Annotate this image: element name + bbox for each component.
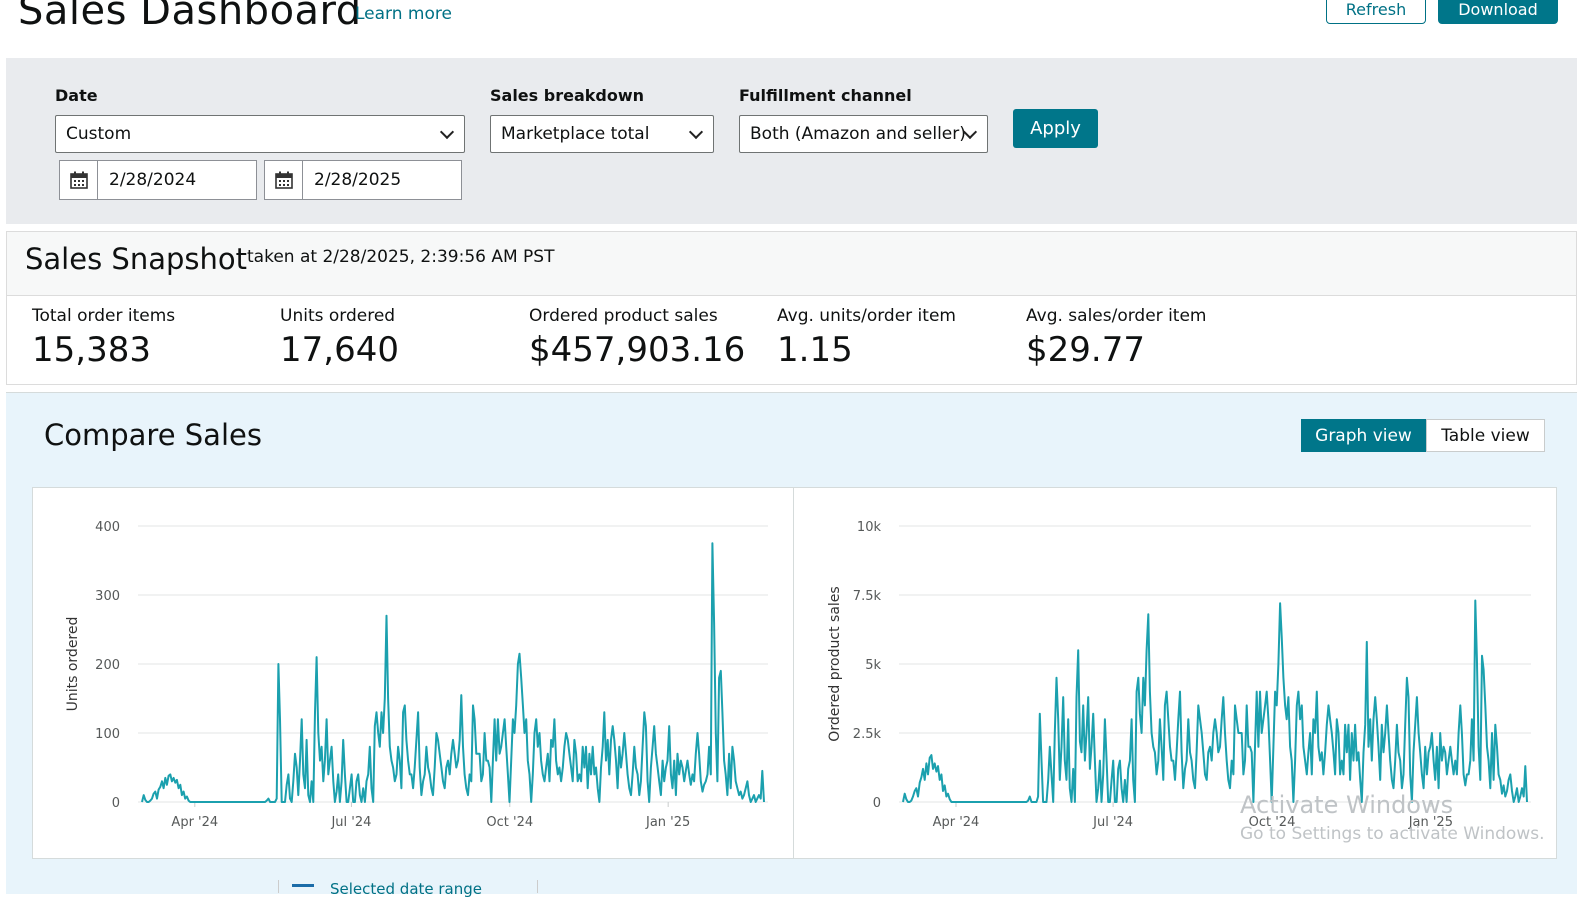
y-tick-label: 2.5k	[853, 727, 882, 742]
learn-more-link[interactable]: Learn more	[355, 4, 452, 24]
sales-breakdown-label: Sales breakdown	[490, 86, 644, 105]
metric-value: 1.15	[777, 330, 853, 370]
table-view-button[interactable]: Table view	[1426, 419, 1545, 452]
page-title: Sales Dashboard	[18, 0, 362, 34]
series-line	[902, 599, 1528, 803]
x-tick-label: Oct '24	[486, 815, 533, 830]
chevron-down-icon	[688, 124, 704, 140]
metric-label: Avg. sales/order item	[1026, 306, 1207, 326]
snapshot-title: Sales Snapshot	[25, 242, 247, 276]
ordered-product-sales-chart: 0 2.5k 5k 7.5k 10k Apr '24 Jul '24 Oct '24 Jan '…	[827, 520, 1531, 830]
fulfillment-channel-label: Fulfillment channel	[739, 86, 912, 105]
refresh-button[interactable]: Refresh	[1326, 0, 1426, 24]
x-tick-label: Apr '24	[933, 815, 980, 830]
start-date-field[interactable]: 2/28/2024	[59, 160, 257, 200]
date-select-value: Custom	[66, 124, 132, 144]
snapshot-timestamp: taken at 2/28/2025, 2:39:56 AM PST	[247, 247, 555, 267]
chevron-down-icon	[439, 124, 455, 140]
metric-label: Avg. units/order item	[777, 306, 956, 326]
snapshot-metrics	[6, 296, 1577, 385]
divider	[278, 880, 279, 893]
graph-view-button[interactable]: Graph view	[1301, 419, 1426, 452]
activate-windows-watermark: Activate Windows	[1240, 791, 1454, 819]
snapshot-header	[6, 231, 1577, 296]
series-line	[141, 542, 765, 803]
metric-value: 17,640	[280, 330, 399, 370]
legend-swatch	[292, 884, 314, 887]
divider	[537, 880, 538, 893]
units-ordered-chart: 0 100 200 300 400 Apr '24 Jul '24 Oct '24 Jan '2…	[65, 520, 768, 830]
y-tick-label: 0	[873, 796, 881, 811]
y-tick-label: 7.5k	[853, 589, 882, 604]
calendar-icon[interactable]	[60, 161, 98, 199]
y-tick-label: 300	[95, 589, 120, 604]
y-tick-label: 200	[95, 658, 120, 673]
calendar-icon[interactable]	[265, 161, 303, 199]
chart-divider	[793, 488, 794, 858]
metric-value: 15,383	[32, 330, 151, 370]
apply-button[interactable]: Apply	[1013, 109, 1098, 148]
x-tick-label: Oct '24	[1249, 815, 1296, 830]
activate-windows-hint: Go to Settings to activate Windows.	[1240, 824, 1545, 844]
y-axis-label: Ordered product sales	[827, 586, 843, 741]
start-date-value: 2/28/2024	[109, 170, 197, 190]
y-tick-label: 400	[95, 520, 120, 535]
metric-label: Units ordered	[280, 306, 396, 326]
sales-breakdown-value: Marketplace total	[501, 124, 650, 144]
sales-breakdown-select[interactable]: Marketplace total	[490, 115, 714, 153]
fulfillment-channel-value: Both (Amazon and seller)	[750, 124, 966, 144]
compare-sales-title: Compare Sales	[44, 418, 262, 452]
metric-label: Total order items	[32, 306, 176, 326]
date-label: Date	[55, 86, 98, 105]
fulfillment-channel-select[interactable]: Both (Amazon and seller)	[739, 115, 988, 153]
metric-value: $29.77	[1026, 330, 1145, 370]
legend-selected-date-range[interactable]: Selected date range	[330, 880, 482, 898]
x-tick-label: Jan '25	[1408, 815, 1453, 830]
x-tick-label: Jul '24	[330, 815, 371, 830]
y-tick-label: 5k	[865, 658, 881, 673]
end-date-value: 2/28/2025	[314, 170, 402, 190]
y-tick-label: 10k	[857, 520, 882, 535]
y-axis-label: Units ordered	[65, 617, 81, 712]
end-date-field[interactable]: 2/28/2025	[264, 160, 462, 200]
y-tick-label: 0	[112, 796, 120, 811]
x-tick-label: Apr '24	[171, 815, 218, 830]
metric-label: Ordered product sales	[529, 306, 718, 326]
date-select[interactable]: Custom	[55, 115, 465, 153]
x-tick-label: Jul '24	[1092, 815, 1133, 830]
download-button[interactable]: Download	[1438, 0, 1558, 24]
x-tick-label: Jan '25	[645, 815, 690, 830]
metric-value: $457,903.16	[529, 330, 746, 370]
y-tick-label: 100	[95, 727, 120, 742]
